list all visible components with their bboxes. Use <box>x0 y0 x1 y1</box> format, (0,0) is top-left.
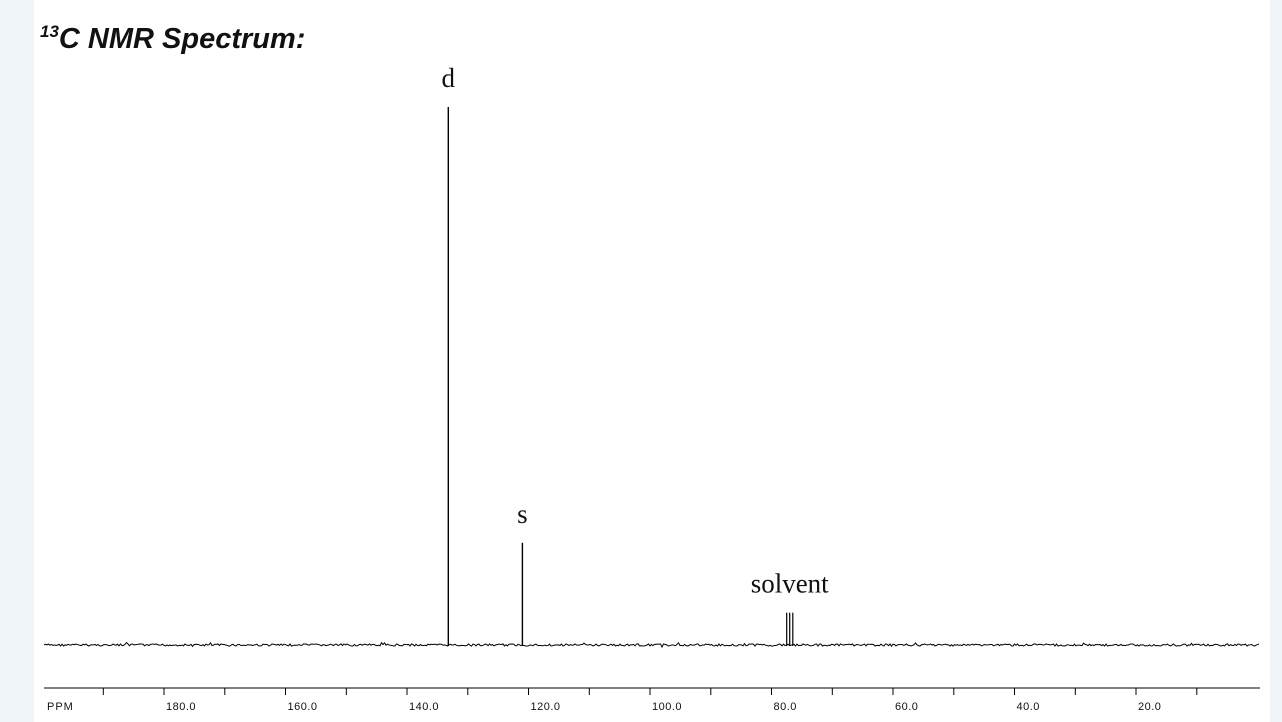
spectrum-title: 13C NMR Spectrum: <box>40 22 305 56</box>
peak-layer <box>447 107 794 646</box>
x-tick-label-140: 140.0 <box>409 701 439 713</box>
x-axis-unit-label: PPM <box>47 701 74 713</box>
annotation-s: s <box>517 499 528 529</box>
x-tick-label-20: 20.0 <box>1138 701 1161 713</box>
x-tick-label-180: 180.0 <box>166 701 196 713</box>
annotation-layer: d s solvent <box>442 63 830 599</box>
x-tick-label-80: 80.0 <box>774 701 797 713</box>
trace-layer <box>43 641 1260 649</box>
annotation-d: d <box>442 63 456 93</box>
baseline-trace <box>43 641 1260 649</box>
x-tick-label-160: 160.0 <box>288 701 318 713</box>
x-axis: PPM 180.0 160.0 140.0 120.0 100.0 80.0 60.0 40.0… <box>44 687 1260 713</box>
right-margin-strip <box>1270 0 1282 722</box>
title-superscript: 13 <box>40 22 59 41</box>
x-tick-label-120: 120.0 <box>531 701 561 713</box>
x-tick-label-100: 100.0 <box>652 701 682 713</box>
left-margin-strip <box>0 0 34 722</box>
x-tick-label-40: 40.0 <box>1017 701 1040 713</box>
x-tick-label-60: 60.0 <box>895 701 918 713</box>
title-text: C NMR Spectrum: <box>58 23 306 55</box>
annotation-solvent: solvent <box>751 569 829 599</box>
